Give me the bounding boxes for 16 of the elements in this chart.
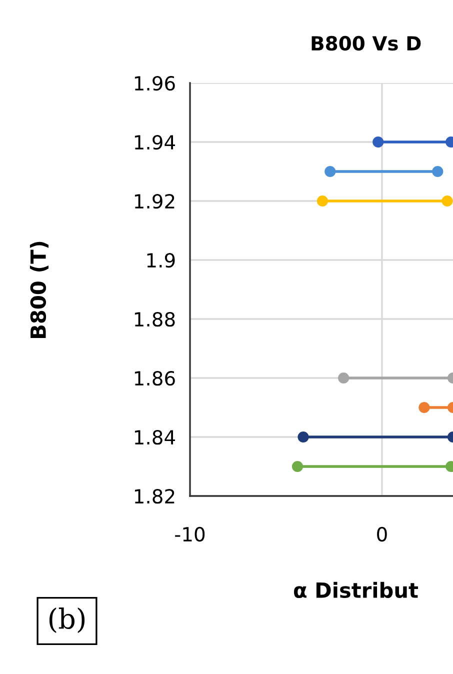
x-tick-label: -10	[175, 526, 205, 542]
y-tick-label: 1.94	[134, 134, 176, 150]
x-tick-label: 0	[377, 526, 387, 542]
chart-title: B800 Vs D	[312, 36, 421, 51]
y-tick-label: 1.9	[147, 252, 175, 268]
x-axis-title: α Distribut	[294, 582, 418, 598]
y-tick-label: 1.96	[134, 76, 175, 91]
y-tick-label: 1.88	[134, 312, 175, 327]
point	[324, 166, 336, 178]
y-axis-title: B800 (T)	[30, 242, 48, 338]
text: (b)	[49, 608, 85, 633]
y-tick-label: 1.84	[134, 430, 176, 445]
y-tick-label: 1.92	[134, 194, 174, 209]
y-tick-label: 1.82	[134, 488, 174, 504]
point	[316, 195, 328, 207]
y-tick-label: 1.86	[134, 370, 175, 386]
